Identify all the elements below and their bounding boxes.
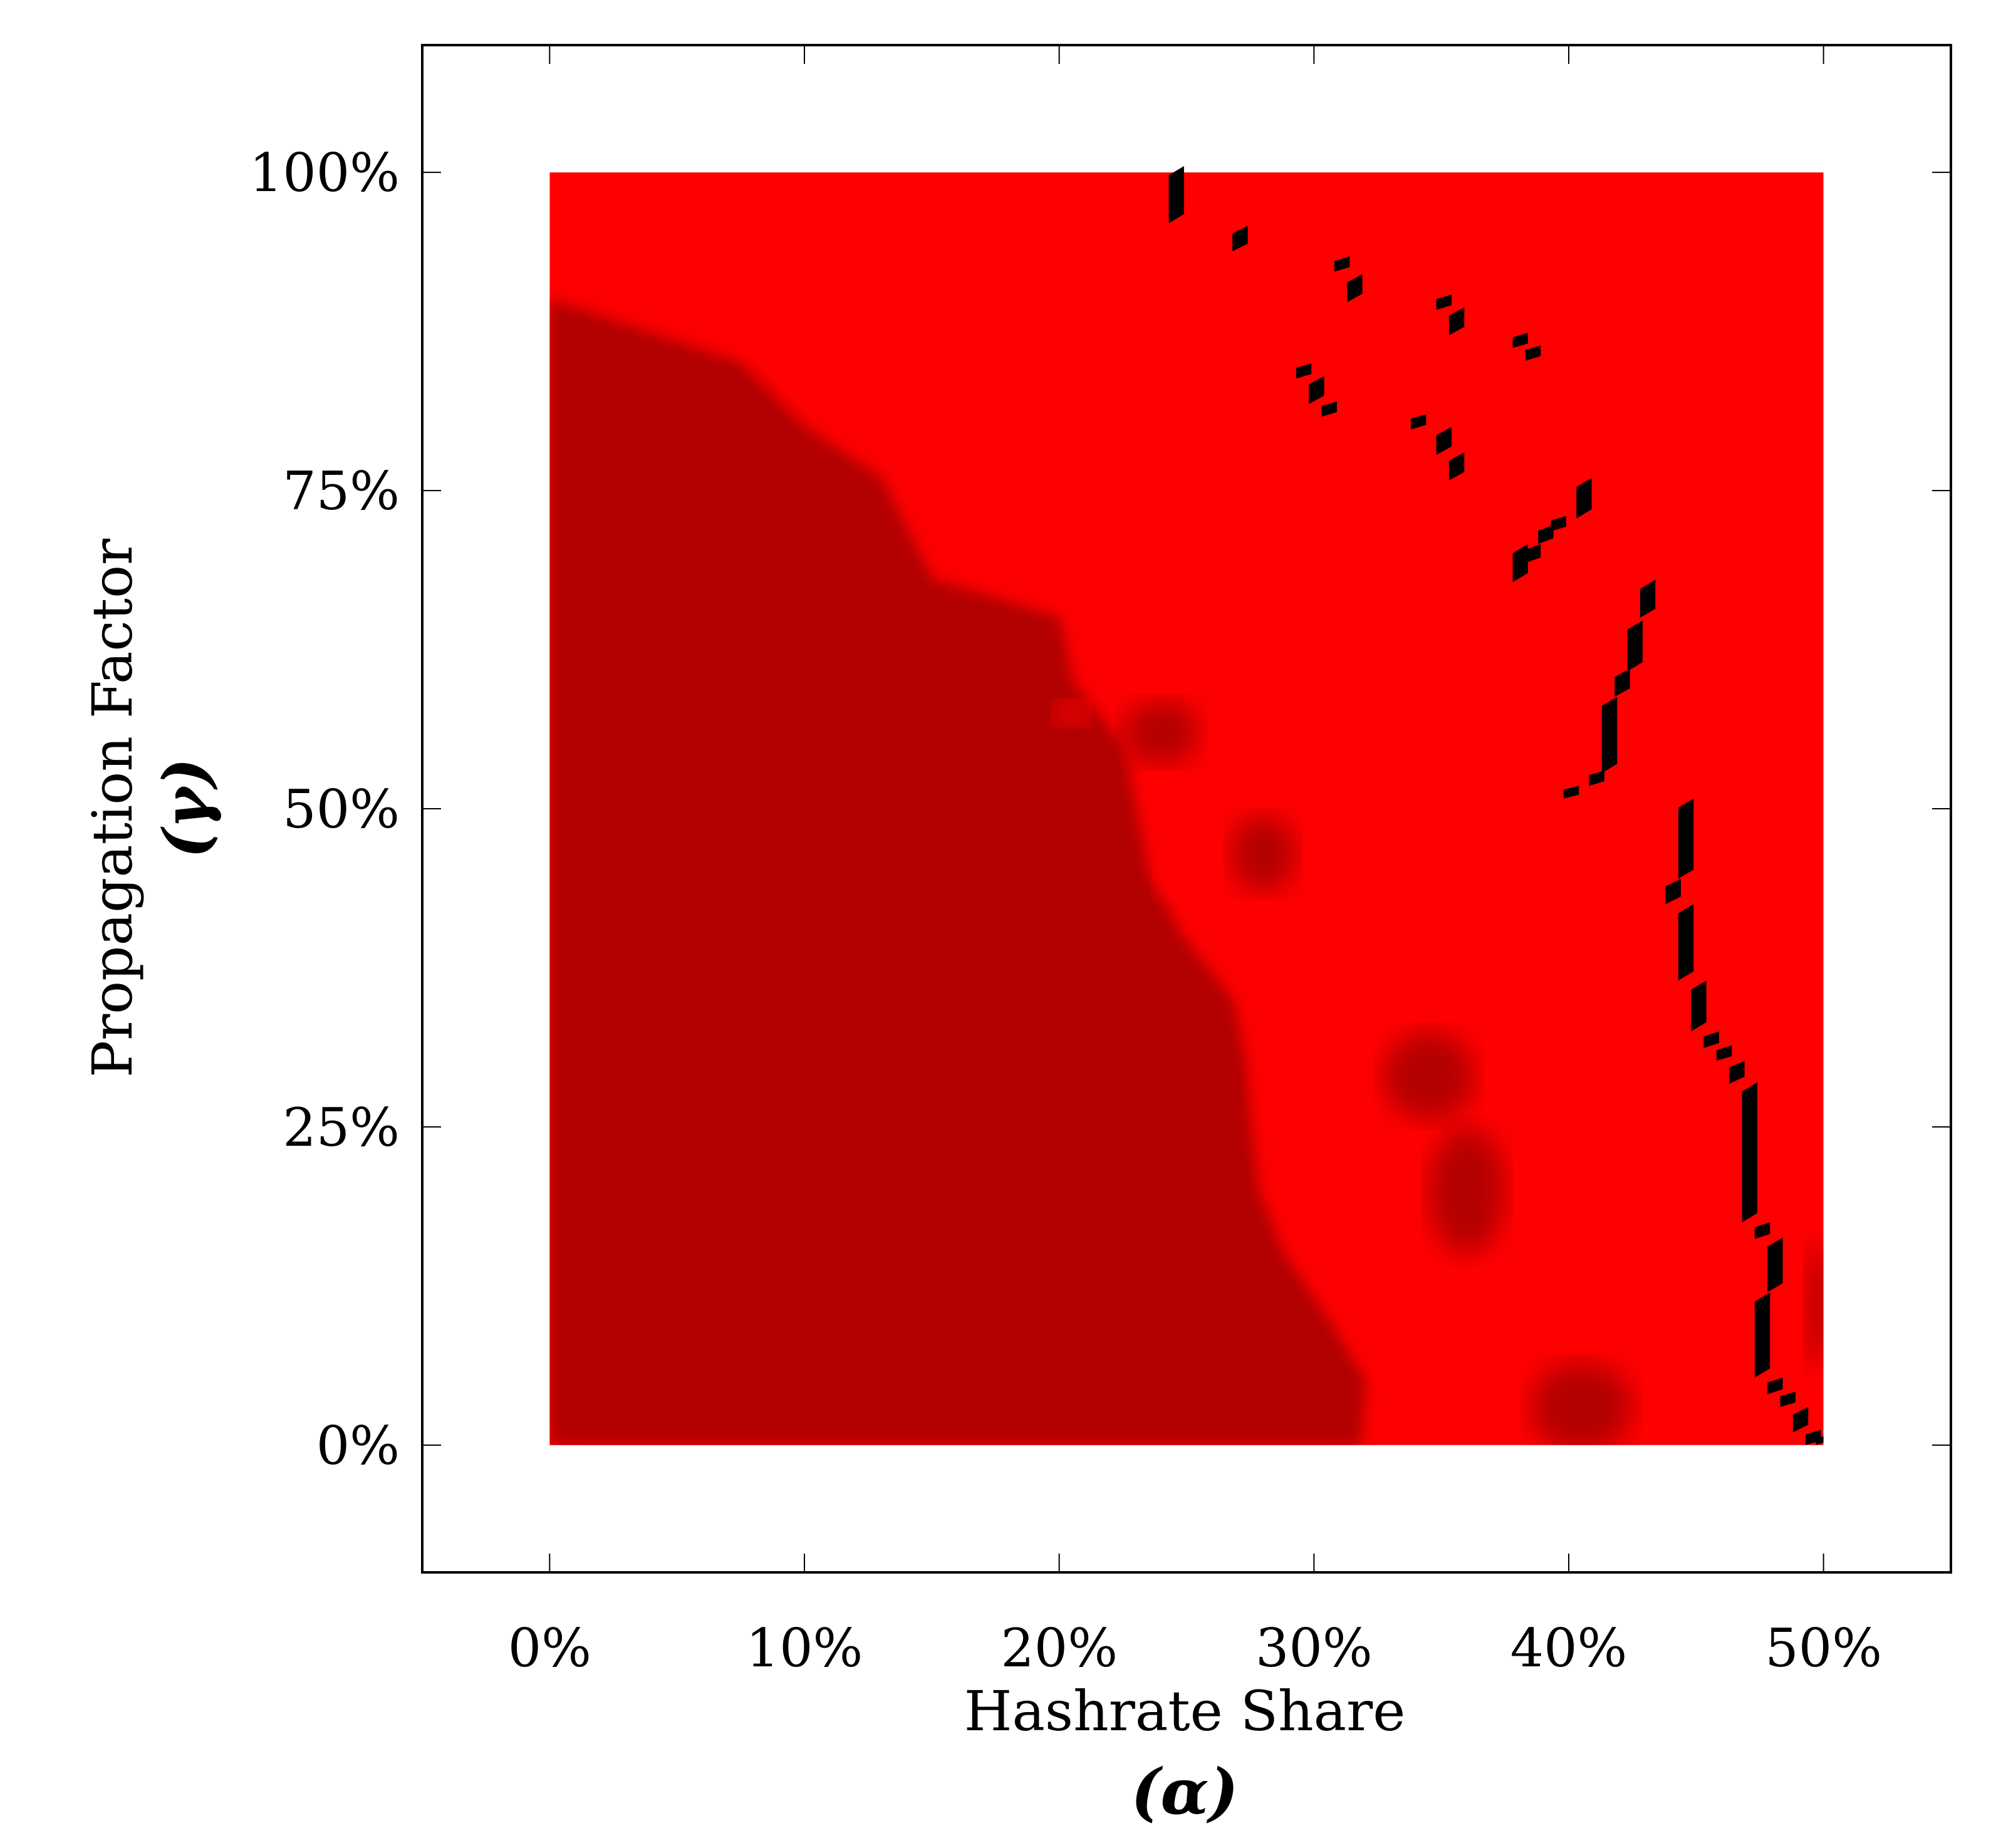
heatmap-surface xyxy=(549,172,1824,1445)
boundary-cell xyxy=(1334,256,1350,272)
boundary-cell xyxy=(1512,333,1528,348)
boundary-cell xyxy=(1691,980,1707,1032)
bright-blob xyxy=(1301,1146,1378,1235)
boundary-cell xyxy=(1232,226,1248,252)
boundary-cell xyxy=(1665,878,1681,905)
boundary-cell xyxy=(1538,524,1554,544)
boundary-cell xyxy=(1729,1061,1745,1084)
boundary-cell xyxy=(1627,620,1643,672)
boundary-cell xyxy=(1754,1292,1770,1378)
dark-blob xyxy=(1806,1241,1824,1369)
boundary-cell xyxy=(1816,1436,1824,1445)
boundary-cell xyxy=(1703,1031,1719,1048)
boundary-cell xyxy=(1436,294,1452,310)
x-tick-label: 20% xyxy=(1001,1617,1118,1679)
x-axis-title: Hashrate Share xyxy=(964,1679,1406,1743)
boundary-cell xyxy=(1792,1406,1809,1433)
boundary-cell xyxy=(1525,345,1541,361)
dark-blob xyxy=(1383,1031,1475,1121)
x-axis-ticks: 0% 10% 20% 30% 40% 50% xyxy=(508,45,1882,1679)
y-axis-title: Propagation Factor xyxy=(80,538,145,1077)
boundary-cell xyxy=(1576,477,1592,519)
y-tick-label: 0% xyxy=(316,1415,400,1477)
y-axis-ticks: 0% 25% 50% 75% 100% xyxy=(249,142,1951,1477)
boundary-cell xyxy=(1436,427,1452,455)
boundary-cell xyxy=(1767,1378,1783,1394)
low-region xyxy=(549,299,1365,1445)
boundary-cell xyxy=(1347,274,1363,303)
boundary-cell xyxy=(1678,798,1694,879)
dark-blob xyxy=(1531,1362,1633,1445)
boundary-cell xyxy=(1716,1045,1732,1061)
y-tick-label: 100% xyxy=(249,142,400,204)
boundary-cell xyxy=(1410,414,1427,430)
boundary-cell xyxy=(1448,452,1465,480)
boundary-cell xyxy=(1551,516,1566,532)
boundary-cell xyxy=(1563,786,1579,799)
y-tick-label: 50% xyxy=(283,779,400,840)
boundary-cell xyxy=(1754,1222,1770,1239)
x-tick-label: 50% xyxy=(1765,1617,1882,1679)
boundary-cell xyxy=(1321,401,1337,417)
boundary-cells xyxy=(1168,166,1824,1445)
x-tick-label: 40% xyxy=(1510,1617,1628,1679)
boundary-cell xyxy=(1614,668,1630,697)
dark-blob xyxy=(1123,700,1200,764)
y-tick-label: 25% xyxy=(283,1097,400,1158)
dark-blob xyxy=(1230,815,1296,892)
x-tick-label: 10% xyxy=(746,1617,863,1679)
boundary-cell xyxy=(1448,307,1465,336)
x-tick-label: 30% xyxy=(1255,1617,1373,1679)
boundary-cell xyxy=(1309,376,1324,404)
y-tick-label: 75% xyxy=(283,460,400,522)
boundary-cell xyxy=(1742,1082,1757,1223)
boundary-cell xyxy=(1589,771,1604,786)
boundary-cell xyxy=(1678,904,1694,981)
bright-blob xyxy=(1054,700,1090,726)
dark-blob xyxy=(1428,1126,1505,1255)
boundary-cell xyxy=(1296,363,1312,379)
boundary-cell xyxy=(1640,579,1656,618)
boundary-cell xyxy=(1601,697,1618,774)
boundary-cell xyxy=(1767,1237,1783,1293)
boundary-cell xyxy=(1168,166,1184,224)
boundary-cell xyxy=(1780,1391,1796,1407)
bright-blob xyxy=(1156,834,1202,898)
x-axis-symbol: (α) xyxy=(1131,1755,1239,1829)
bright-blob xyxy=(1428,1330,1505,1420)
boundary-cell xyxy=(1525,544,1541,563)
x-tick-label: 0% xyxy=(508,1617,591,1679)
y-axis-symbol: (γ) xyxy=(149,758,223,859)
boundary-cell xyxy=(1512,544,1528,583)
